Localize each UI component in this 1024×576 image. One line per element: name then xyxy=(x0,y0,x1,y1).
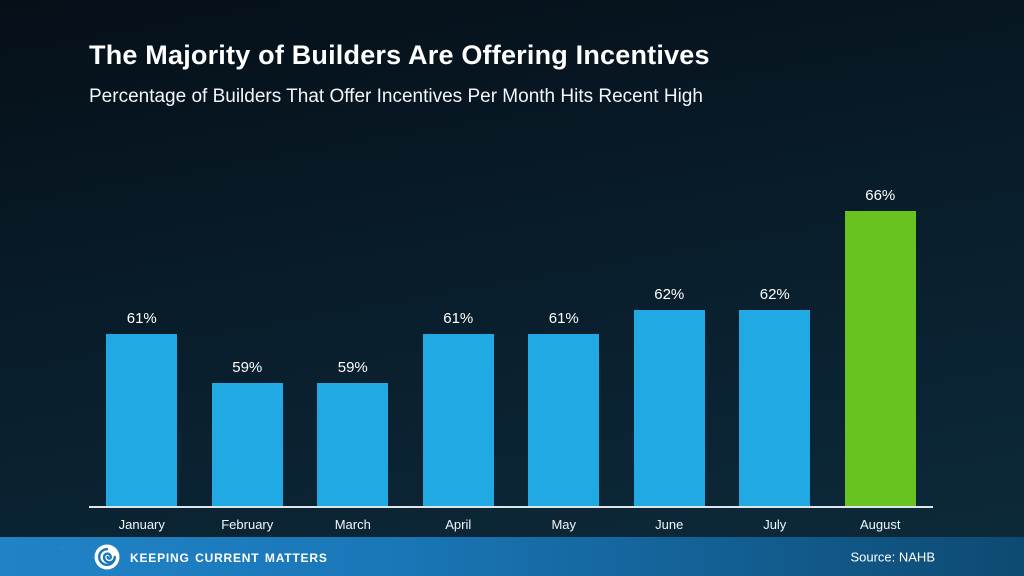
x-tick-label-april: April xyxy=(445,517,472,532)
bar-value-label: 59% xyxy=(337,359,368,376)
bar-february xyxy=(211,383,283,506)
bar-group-april: 61% xyxy=(406,150,512,506)
x-tick-label-january: January xyxy=(118,517,165,532)
bar-group-july: 62% xyxy=(722,150,828,506)
brand-name: Keeping Current Matters xyxy=(130,546,328,566)
x-tick-label-august: August xyxy=(860,517,901,532)
brand-logo: Keeping Current Matters xyxy=(94,544,328,570)
x-tick-label-july: July xyxy=(763,517,787,532)
kcm-swirl-logo-icon xyxy=(94,544,120,570)
plot-area: 61% 59% 59% 61% 61% 62% 62% 66% xyxy=(89,150,933,506)
bar-value-label: 61% xyxy=(126,310,157,327)
page-subtitle: Percentage of Builders That Offer Incent… xyxy=(89,86,703,107)
bar-july xyxy=(739,310,811,506)
bar-value-label: 62% xyxy=(654,286,685,303)
bar-march xyxy=(317,383,389,506)
page-title: The Majority of Builders Are Offering In… xyxy=(89,40,710,70)
bar-april xyxy=(422,334,494,506)
bar-group-february: 59% xyxy=(195,150,301,506)
bar-value-label: 61% xyxy=(443,310,474,327)
bar-value-label: 61% xyxy=(548,310,579,327)
x-axis-labels: January February March April May June July Augu… xyxy=(89,517,933,532)
bar-value-label: 62% xyxy=(759,286,790,303)
bar-january xyxy=(106,334,178,506)
x-tick-label-june: June xyxy=(655,517,684,532)
x-tick-label-february: February xyxy=(221,517,274,532)
bar-group-june: 62% xyxy=(617,150,723,506)
bar-group-may: 61% xyxy=(511,150,617,506)
bar-august xyxy=(844,211,916,506)
bar-value-label: 59% xyxy=(232,359,263,376)
bar-may xyxy=(528,334,600,506)
bar-group-march: 59% xyxy=(300,150,406,506)
footer-bar: Keeping Current Matters Source: NAHB xyxy=(0,537,1024,576)
bar-chart: 61% 59% 59% 61% 61% 62% 62% 66% January February… xyxy=(89,150,933,532)
bar-value-label: 66% xyxy=(865,187,896,204)
bar-group-january: 61% xyxy=(89,150,195,506)
source-label: Source: NAHB xyxy=(850,549,935,564)
x-axis-line xyxy=(89,506,933,508)
x-tick-label-may: May xyxy=(551,517,577,532)
x-tick-label-march: March xyxy=(334,517,371,532)
bar-group-august: 66% xyxy=(828,150,934,506)
bar-june xyxy=(633,310,705,506)
